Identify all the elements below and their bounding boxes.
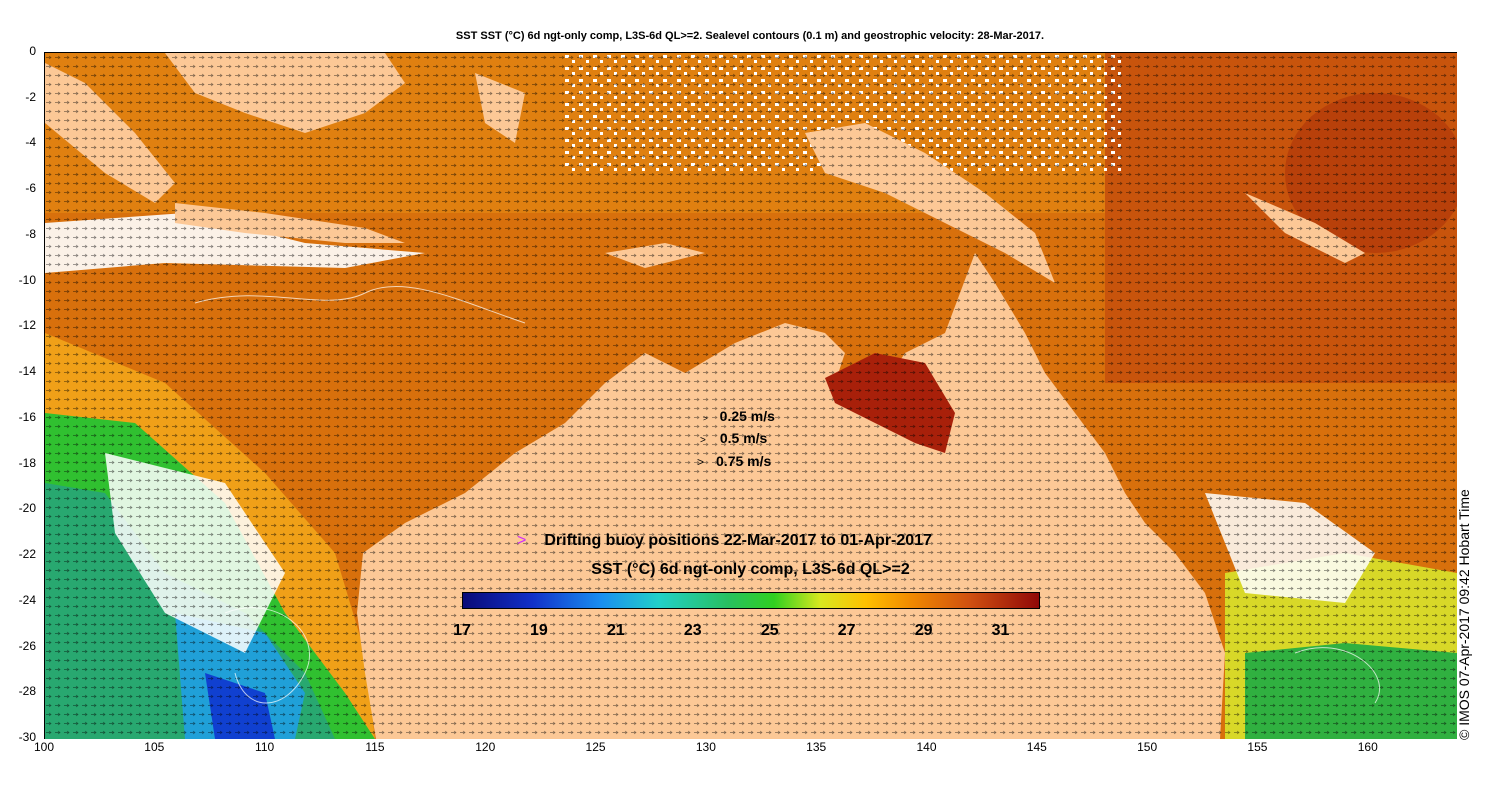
y-tick-label: -26 xyxy=(18,638,36,653)
velocity-arrow-icon: > xyxy=(703,414,708,423)
y-tick-label: -22 xyxy=(18,547,36,562)
sst-map xyxy=(44,52,1457,739)
y-tick-label: -12 xyxy=(18,318,36,333)
y-tick-label: -20 xyxy=(18,501,36,516)
sealevel-contour xyxy=(194,285,526,324)
y-tick-label: 0 xyxy=(29,44,36,58)
x-tick-label: 120 xyxy=(475,740,496,754)
colorbar-tick-label: 31 xyxy=(991,622,1010,639)
x-tick-label: 155 xyxy=(1247,740,1268,754)
sealevel-contour xyxy=(224,607,311,704)
velocity-label: 0.75 m/s xyxy=(716,453,772,469)
buoy-marker-icon: > xyxy=(517,532,527,549)
y-tick-label: -28 xyxy=(18,684,36,699)
sealevel-contour xyxy=(1294,647,1381,704)
velocity-arrows xyxy=(45,53,1457,739)
buoy-legend-label: Drifting buoy positions 22-Mar-2017 to 0… xyxy=(544,532,932,549)
map-title: SST SST (°C) 6d ngt-only comp, L3S-6d QL… xyxy=(455,30,1045,42)
credit-text: © IMOS 07-Apr-2017 09:42 Hobart Time xyxy=(1456,489,1472,740)
sst-map-svg xyxy=(45,53,1457,739)
velocity-legend-item: >0.5 m/s xyxy=(700,430,767,446)
y-tick-label: -30 xyxy=(18,730,36,744)
colorbar-tick-label: 25 xyxy=(760,622,779,639)
x-tick-label: 150 xyxy=(1137,740,1158,754)
y-tick-label: -6 xyxy=(25,181,36,196)
velocity-legend-item: >0.25 m/s xyxy=(703,408,775,424)
y-tick-label: -14 xyxy=(18,364,36,379)
y-tick-label: -8 xyxy=(25,226,36,241)
velocity-arrow-icon: > xyxy=(700,435,706,446)
colorbar-tick-label: 27 xyxy=(837,622,856,639)
y-tick-label: -4 xyxy=(25,135,36,150)
x-tick-label: 115 xyxy=(365,740,385,754)
y-tick-label: -18 xyxy=(18,455,36,470)
velocity-legend-item: >0.75 m/s xyxy=(697,453,771,469)
y-tick-label: -16 xyxy=(18,409,36,424)
y-tick-label: -10 xyxy=(18,272,36,287)
colorbar-tick-label: 21 xyxy=(606,622,625,639)
velocity-label: 0.5 m/s xyxy=(719,430,768,446)
colorbar-title: SST (°C) 6d ngt-only comp, L3S-6d QL>=2 xyxy=(591,561,910,578)
x-tick-label: 125 xyxy=(585,740,606,754)
x-tick-label: 100 xyxy=(33,740,55,754)
colorbar-tick-label: 23 xyxy=(683,622,702,639)
x-tick-label: 160 xyxy=(1357,740,1378,754)
y-tick-label: -2 xyxy=(25,89,36,104)
y-tick-label: -24 xyxy=(18,592,36,607)
x-tick-label: 140 xyxy=(916,740,937,754)
x-tick-label: 145 xyxy=(1026,740,1047,754)
x-tick-label: 105 xyxy=(144,740,165,754)
buoy-legend: > Drifting buoy positions 22-Mar-2017 to … xyxy=(517,532,932,550)
x-tick-label: 130 xyxy=(695,740,716,754)
colorbar xyxy=(462,592,1040,609)
colorbar-tick-label: 19 xyxy=(530,622,548,639)
x-tick-label: 135 xyxy=(806,740,827,754)
colorbar-tick-label: 17 xyxy=(453,622,471,639)
velocity-arrow-icon: > xyxy=(697,455,705,469)
x-tick-label: 110 xyxy=(255,740,275,754)
colorbar-tick-label: 29 xyxy=(914,622,933,639)
velocity-label: 0.25 m/s xyxy=(719,408,775,424)
